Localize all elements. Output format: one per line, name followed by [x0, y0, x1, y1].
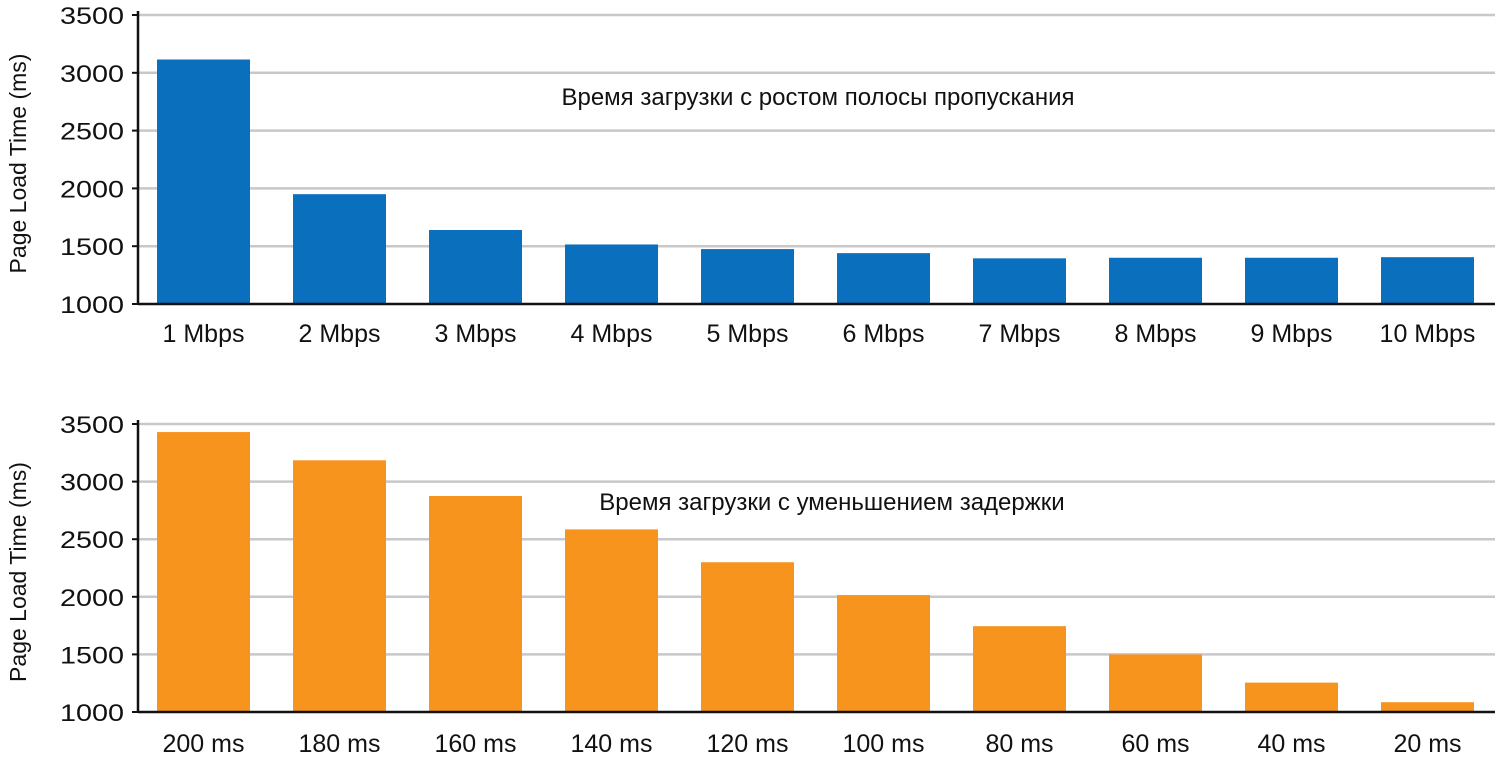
x-tick-label: 20 ms — [1393, 730, 1461, 758]
y-tick-label: 2500 — [60, 527, 124, 554]
y-tick-label: 1500 — [60, 642, 124, 669]
chart-title: Время загрузки с ростом полосы пропускан… — [561, 84, 1074, 111]
bar — [1245, 257, 1338, 304]
bar — [837, 253, 930, 304]
y-axis-label: Page Load Time (ms) — [5, 54, 31, 274]
bar — [1381, 702, 1474, 712]
x-tick-label: 10 Mbps — [1380, 320, 1476, 348]
x-tick-label: 140 ms — [571, 730, 653, 758]
bar — [701, 562, 794, 712]
x-tick-label: 8 Mbps — [1115, 320, 1197, 348]
bar — [973, 626, 1066, 712]
x-tick-label: 200 ms — [163, 730, 245, 758]
bar — [1381, 257, 1474, 304]
x-tick-label: 160 ms — [435, 730, 517, 758]
bar — [293, 460, 386, 712]
bar — [565, 529, 658, 712]
x-tick-label: 2 Mbps — [299, 320, 381, 348]
x-tick-label: 7 Mbps — [979, 320, 1061, 348]
bar — [1245, 682, 1338, 712]
bar — [565, 244, 658, 304]
bar — [1109, 654, 1202, 712]
x-tick-label: 100 ms — [843, 730, 925, 758]
y-tick-label: 1000 — [60, 700, 124, 727]
bar — [429, 230, 522, 304]
y-tick-label: 2000 — [60, 585, 124, 612]
y-tick-label: 3000 — [60, 470, 124, 497]
x-tick-label: 40 ms — [1257, 730, 1325, 758]
bar — [157, 432, 250, 712]
bar — [293, 194, 386, 304]
y-tick-label: 2500 — [60, 119, 124, 146]
x-tick-label: 60 ms — [1121, 730, 1189, 758]
chart-1: 1000 1500 2000 2500 3000 3500 1 Mbps 2 Mbps 3 Mb… — [5, 3, 1495, 348]
chart-2: 1000 1500 2000 2500 3000 3500 200 ms 180 ms 160 … — [5, 412, 1495, 758]
x-tick-label: 120 ms — [707, 730, 789, 758]
y-axis-label: Page Load Time (ms) — [5, 462, 31, 682]
x-tick-label: 6 Mbps — [843, 320, 925, 348]
y-tick-label: 2000 — [60, 176, 124, 203]
y-tick-label: 1500 — [60, 234, 124, 261]
y-tick-label: 1000 — [60, 292, 124, 319]
x-tick-label: 9 Mbps — [1251, 320, 1333, 348]
x-tick-label: 4 Mbps — [571, 320, 653, 348]
y-tick-label: 3500 — [60, 412, 124, 439]
chart-title: Время загрузки с уменьшением задержки — [599, 489, 1064, 516]
x-tick-label: 5 Mbps — [707, 320, 789, 348]
bar — [429, 496, 522, 712]
bar — [701, 249, 794, 304]
bar — [1109, 257, 1202, 304]
x-tick-label: 3 Mbps — [435, 320, 517, 348]
x-tick-label: 1 Mbps — [163, 320, 245, 348]
bar — [973, 258, 1066, 304]
y-tick-label: 3500 — [60, 3, 124, 30]
x-tick-label: 80 ms — [985, 730, 1053, 758]
x-tick-label: 180 ms — [299, 730, 381, 758]
bar — [157, 59, 250, 305]
bar — [837, 595, 930, 712]
y-tick-label: 3000 — [60, 61, 124, 88]
